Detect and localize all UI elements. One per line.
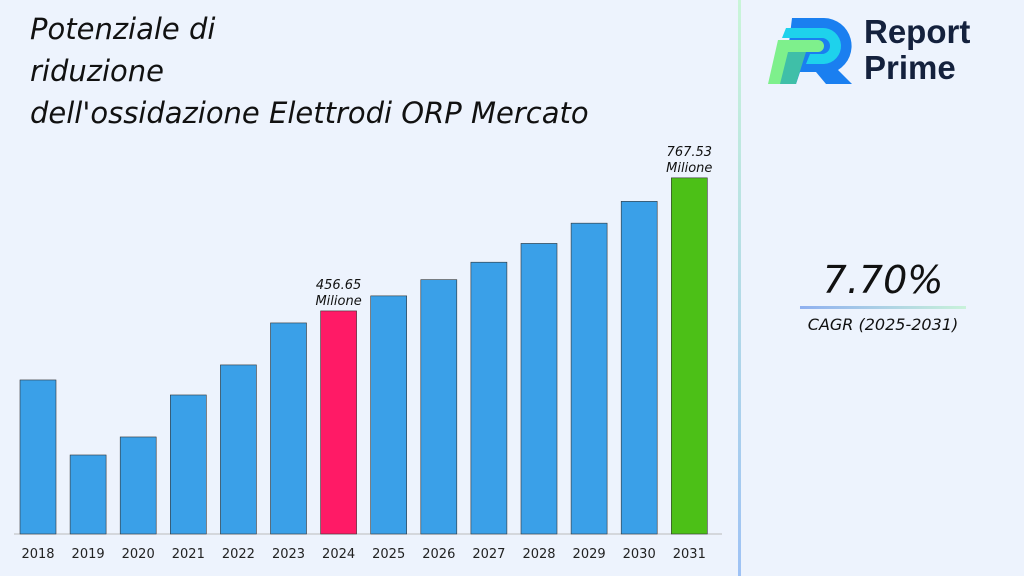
data-label: 456.65 [316, 278, 362, 293]
logo-mark-icon [768, 18, 852, 84]
cagr-label: CAGR (2025-2031) [807, 315, 959, 334]
bar-2018 [19, 379, 57, 535]
x-tick-label: 2028 [522, 547, 555, 562]
bar-2031 [670, 177, 708, 535]
x-tick-label: 2025 [372, 547, 405, 562]
bar-2029 [570, 222, 608, 535]
logo-text-line: Report [864, 13, 971, 50]
bar-2022 [220, 364, 257, 535]
x-tick-label: 2023 [272, 547, 305, 562]
data-label: 767.53 [667, 145, 713, 160]
x-tick-label: 2026 [422, 547, 455, 562]
x-tick-label: 2020 [122, 547, 155, 562]
x-tick-label: 2031 [673, 547, 706, 562]
bar-chart: 2018 2019 2020 2021 2022 2023 2024456.65Milion… [14, 145, 722, 562]
data-label: Milione [315, 294, 361, 309]
x-tick-label: 2027 [472, 547, 505, 562]
title-line: Potenziale di [30, 12, 216, 46]
bar-2023 [270, 322, 307, 535]
x-tick-label: 2022 [222, 547, 255, 562]
title-line: dell'ossidazione Elettrodi ORP Mercato [30, 96, 589, 130]
title-line: riduzione [30, 54, 165, 88]
chart-title: Potenziale di riduzione dell'ossidazione… [30, 8, 589, 134]
bar-2030 [620, 201, 658, 535]
cagr-panel: 7.70% CAGR (2025-2031) [800, 258, 966, 334]
x-tick-label: 2024 [322, 547, 355, 562]
cagr-underline [800, 306, 966, 309]
x-tick-label: 2018 [21, 547, 54, 562]
bar-2027 [470, 261, 508, 535]
x-tick-label: 2030 [623, 547, 656, 562]
x-tick-label: 2021 [172, 547, 205, 562]
x-tick-label: 2029 [573, 547, 606, 562]
bar-2019 [69, 454, 107, 535]
bar-2021 [170, 394, 207, 535]
x-tick-label: 2019 [72, 547, 105, 562]
bar-2025 [370, 295, 408, 535]
bar-2024 [320, 310, 357, 535]
bar-2026 [420, 279, 458, 535]
bar-2028 [520, 243, 558, 535]
cagr-value: 7.70% [822, 258, 944, 302]
logo-text-line: Prime [864, 49, 956, 86]
report-prime-logo: Report Prime [766, 14, 970, 86]
data-label: Milione [666, 161, 712, 176]
bar-2020 [119, 436, 157, 535]
divider [738, 0, 741, 576]
